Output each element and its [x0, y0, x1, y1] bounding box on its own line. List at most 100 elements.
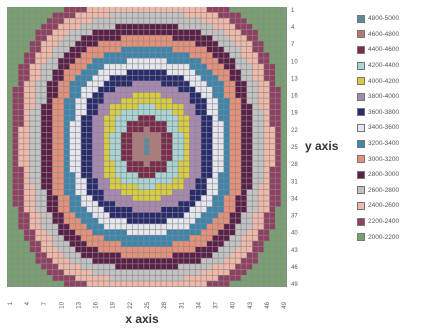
heatmap-cell [281, 218, 287, 224]
heatmap-cell [144, 264, 150, 270]
heatmap-cell [195, 275, 201, 281]
heatmap-cell [109, 201, 115, 207]
heatmap-cell [224, 7, 230, 13]
heatmap-cell [98, 195, 104, 201]
heatmap-cell [29, 172, 35, 178]
heatmap-cell [104, 109, 110, 115]
heatmap-cell [104, 98, 110, 104]
heatmap-cell [12, 224, 18, 230]
heatmap-cell [92, 161, 98, 167]
heatmap-cell [195, 69, 201, 75]
heatmap-cell [127, 109, 133, 115]
heatmap-cell [189, 75, 195, 81]
heatmap-cell [172, 229, 178, 235]
heatmap-cell [81, 115, 87, 121]
heatmap-cell [212, 161, 218, 167]
heatmap-cell [275, 64, 281, 70]
heatmap-cell [138, 269, 144, 275]
heatmap-cell [47, 132, 53, 138]
heatmap-cell [247, 207, 253, 213]
heatmap-cell [127, 252, 133, 258]
heatmap-cell [161, 235, 167, 241]
heatmap-cell [212, 109, 218, 115]
heatmap-cell [115, 109, 121, 115]
heatmap-cell [35, 92, 41, 98]
heatmap-cell [7, 207, 13, 213]
heatmap-cell [87, 29, 93, 35]
heatmap-cell [69, 144, 75, 150]
heatmap-cell [281, 207, 287, 213]
heatmap-cell [201, 35, 207, 41]
heatmap-cell [195, 258, 201, 264]
heatmap-cell [167, 132, 173, 138]
heatmap-cell [241, 52, 247, 58]
heatmap-cell [184, 7, 190, 13]
heatmap-cell [178, 81, 184, 87]
heatmap-cell [195, 47, 201, 53]
heatmap-cell [75, 229, 81, 235]
heatmap-cell [247, 258, 253, 264]
heatmap-cell [144, 207, 150, 213]
heatmap-cell [138, 64, 144, 70]
heatmap-cell [138, 144, 144, 150]
heatmap-cell [218, 24, 224, 30]
heatmap-cell [229, 172, 235, 178]
heatmap-cell [269, 201, 275, 207]
heatmap-cell [41, 218, 47, 224]
heatmap-cell [264, 264, 270, 270]
heatmap-cell [109, 58, 115, 64]
heatmap-cell [195, 161, 201, 167]
heatmap-cell [201, 104, 207, 110]
heatmap-cell [201, 178, 207, 184]
heatmap-cell [18, 144, 24, 150]
heatmap-cell [258, 167, 264, 173]
heatmap-cell [144, 195, 150, 201]
heatmap-cell [212, 69, 218, 75]
heatmap-cell [92, 81, 98, 87]
heatmap-cell [201, 47, 207, 53]
heatmap-cell [127, 7, 133, 13]
heatmap-cell [189, 195, 195, 201]
heatmap-cell [172, 115, 178, 121]
heatmap-cell [92, 64, 98, 70]
heatmap-cell [127, 269, 133, 275]
heatmap-cell [58, 121, 64, 127]
heatmap-cell [109, 7, 115, 13]
heatmap-cell [52, 18, 58, 24]
heatmap-cell [109, 115, 115, 121]
heatmap-cell [29, 109, 35, 115]
heatmap-cell [184, 127, 190, 133]
heatmap-cell [121, 189, 127, 195]
heatmap-cell [247, 104, 253, 110]
heatmap-cell [241, 121, 247, 127]
heatmap-cell [92, 12, 98, 18]
heatmap-cell [235, 201, 241, 207]
heatmap-cell [149, 258, 155, 264]
heatmap-cell [264, 161, 270, 167]
heatmap-cell [69, 58, 75, 64]
heatmap-cell [58, 275, 64, 281]
heatmap-cell [224, 275, 230, 281]
heatmap-cell [218, 127, 224, 133]
heatmap-cell [52, 172, 58, 178]
heatmap-cell [109, 81, 115, 87]
heatmap-cell [18, 115, 24, 121]
heatmap-cell [247, 161, 253, 167]
heatmap-cell [144, 218, 150, 224]
heatmap-cell [264, 7, 270, 13]
heatmap-cell [201, 195, 207, 201]
heatmap-cell [12, 121, 18, 127]
heatmap-cell [264, 224, 270, 230]
heatmap-cell [18, 121, 24, 127]
heatmap-cell [52, 75, 58, 81]
heatmap-cell [275, 275, 281, 281]
heatmap-cell [35, 189, 41, 195]
heatmap-cell [18, 241, 24, 247]
heatmap-cell [207, 269, 213, 275]
x-tick-label: 25 [145, 301, 151, 308]
heatmap-cell [235, 41, 241, 47]
x-tick-label: 19 [111, 301, 117, 308]
heatmap-cell [12, 29, 18, 35]
heatmap-cell [121, 52, 127, 58]
heatmap-cell [41, 7, 47, 13]
